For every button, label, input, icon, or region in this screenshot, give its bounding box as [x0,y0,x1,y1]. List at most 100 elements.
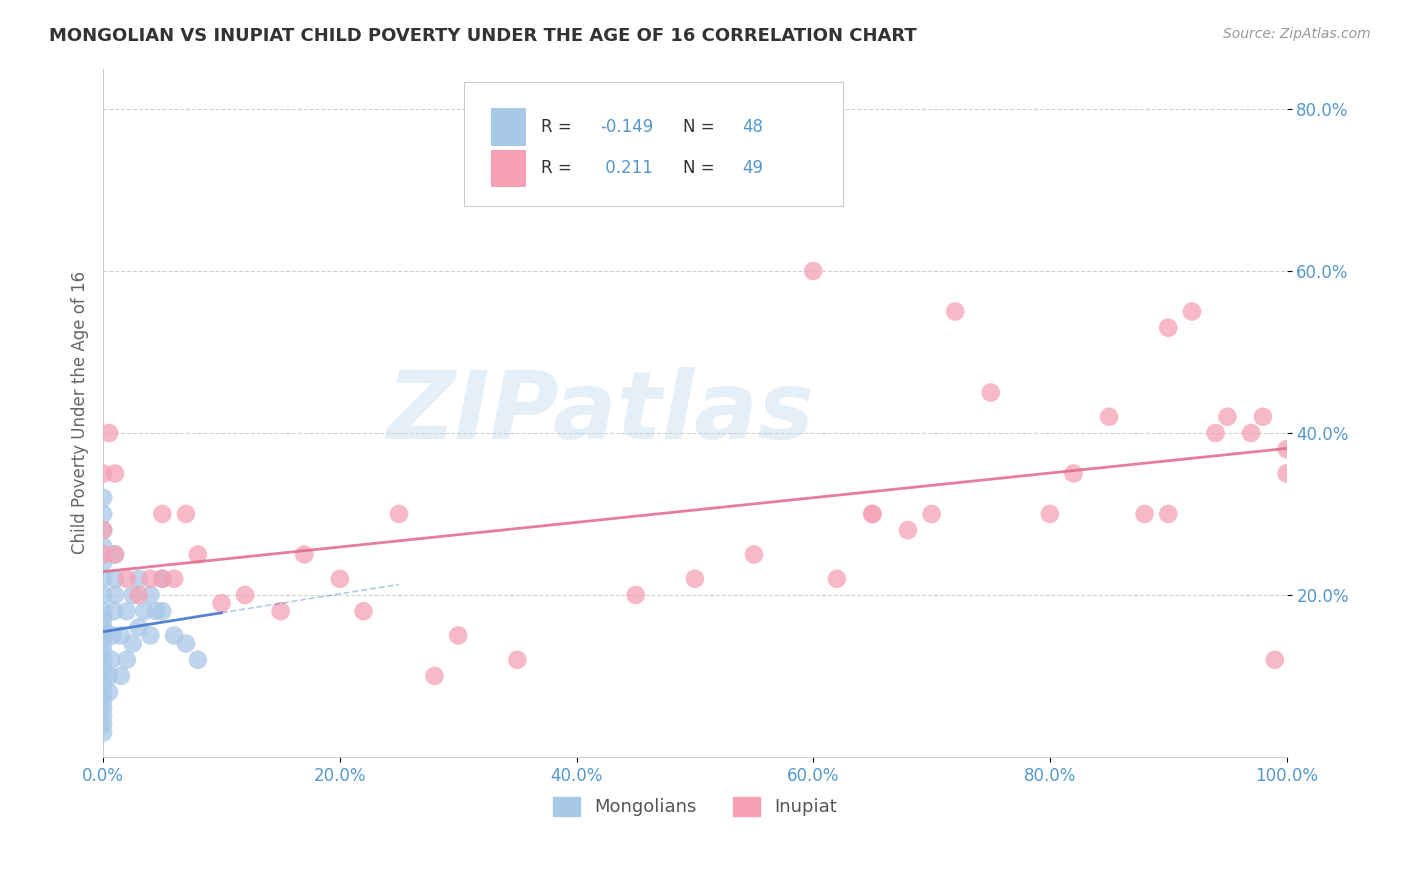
Point [91,523,114,537]
Point [91,677,114,691]
Point [100,653,122,667]
Point [91,709,114,723]
Legend: Mongolians, Inupiat: Mongolians, Inupiat [546,789,844,823]
Point [104,548,127,562]
Point [174,636,197,650]
Point [187,548,209,562]
Point [101,628,124,642]
Point [1264,653,1286,667]
Point [1063,467,1085,481]
Point [98,685,121,699]
Point [233,588,256,602]
Point [139,588,162,602]
Point [1205,425,1227,440]
Text: -0.149: -0.149 [600,118,654,136]
Point [980,385,1002,400]
Point [624,588,647,602]
Point [150,604,173,618]
Point [91,572,114,586]
Point [150,572,173,586]
FancyBboxPatch shape [491,109,526,145]
Point [139,628,162,642]
Point [860,507,883,521]
Point [174,507,197,521]
Point [121,588,143,602]
Point [1240,425,1263,440]
Point [115,653,138,667]
Point [1181,304,1204,318]
Point [103,604,125,618]
Point [388,507,411,521]
Point [897,523,920,537]
Point [91,540,114,554]
Point [91,645,114,659]
Point [91,717,114,731]
Text: N =: N = [683,118,720,136]
Point [742,548,765,562]
Point [91,604,114,618]
Point [115,604,138,618]
Point [423,669,446,683]
Text: 48: 48 [742,118,763,136]
Point [1216,409,1239,424]
Point [91,556,114,570]
Point [98,669,121,683]
Text: ZIPatlas: ZIPatlas [387,367,814,458]
Point [683,572,706,586]
Point [860,507,883,521]
Point [139,572,162,586]
Point [801,264,824,278]
Text: N =: N = [683,160,720,178]
Point [91,523,114,537]
Point [115,572,138,586]
Point [91,628,114,642]
Point [292,548,315,562]
Point [145,604,167,618]
Point [91,685,114,699]
Point [150,572,173,586]
Point [104,588,127,602]
Text: 0.211: 0.211 [600,160,652,178]
Point [270,604,292,618]
Point [211,596,233,610]
Point [1133,507,1156,521]
Point [163,572,186,586]
Text: R =: R = [541,160,576,178]
Point [91,491,114,505]
Point [163,628,186,642]
Point [329,572,352,586]
Point [91,507,114,521]
FancyBboxPatch shape [491,150,526,187]
Text: R =: R = [541,118,576,136]
Point [121,636,143,650]
Point [506,653,529,667]
Point [128,572,150,586]
Point [104,572,127,586]
Point [353,604,375,618]
Point [921,507,943,521]
Point [1251,409,1274,424]
Point [134,604,156,618]
Point [110,628,132,642]
Text: 49: 49 [742,160,763,178]
Point [91,548,114,562]
Point [128,620,150,634]
Point [91,693,114,707]
Point [91,725,114,739]
Point [128,588,150,602]
Point [91,588,114,602]
Point [91,636,114,650]
Point [98,425,121,440]
Point [1098,409,1121,424]
Point [1157,320,1180,334]
Point [187,653,209,667]
Point [91,612,114,626]
Text: Source: ZipAtlas.com: Source: ZipAtlas.com [1223,27,1371,41]
Point [1039,507,1062,521]
Y-axis label: Child Poverty Under the Age of 16: Child Poverty Under the Age of 16 [72,271,89,554]
Point [110,669,132,683]
Text: MONGOLIAN VS INUPIAT CHILD POVERTY UNDER THE AGE OF 16 CORRELATION CHART: MONGOLIAN VS INUPIAT CHILD POVERTY UNDER… [49,27,917,45]
Point [91,467,114,481]
Point [104,467,127,481]
Point [1275,467,1298,481]
